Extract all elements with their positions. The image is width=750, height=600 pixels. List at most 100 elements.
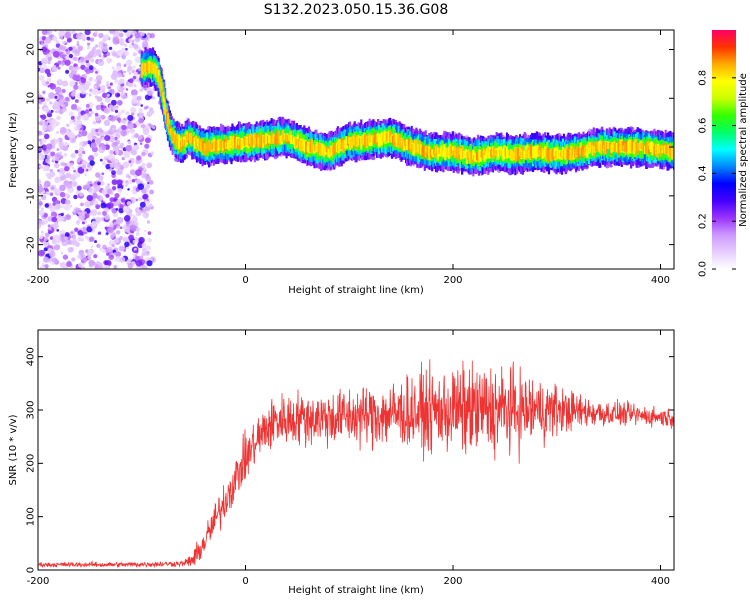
spectrogram-noise-point: [72, 235, 77, 239]
spectrogram-noise-point: [122, 183, 125, 186]
spectrogram-noise-point: [138, 117, 144, 124]
spectrogram-noise-point: [120, 129, 128, 137]
spectrogram-noise-point: [127, 140, 132, 145]
spectrogram-noise-point: [81, 164, 87, 170]
spectrogram-noise-point: [126, 129, 130, 133]
spectrogram-noise-point: [127, 114, 134, 121]
spectrogram-noise-point: [71, 166, 75, 170]
spectrogram-noise-point: [116, 117, 122, 122]
spectrogram-noise-point: [66, 123, 70, 128]
spectrogram-noise-point: [78, 153, 83, 158]
spectrogram-noise-point: [150, 151, 155, 156]
spectrogram-noise-point: [70, 31, 74, 35]
spectrogram-ridge-cell: [168, 124, 171, 132]
spectrogram-noise-point: [117, 187, 123, 193]
spectrogram-noise-point: [110, 73, 118, 80]
spectrogram-noise-point: [118, 32, 124, 38]
spectrogram-noise-point: [45, 158, 51, 164]
spectrogram-noise-point: [146, 220, 151, 224]
spectrogram-noise-point: [132, 65, 136, 69]
spectrogram-noise-point: [63, 203, 71, 211]
spectrogram-noise-point: [71, 180, 78, 188]
spectrogram-noise-point: [118, 207, 125, 214]
spectrogram-noise-point: [66, 37, 72, 43]
spectrogram-noise-point: [77, 262, 84, 268]
spectrogram-noise-point: [53, 102, 61, 109]
spectrogram-noise-point: [73, 56, 78, 62]
spectrogram-noise-point: [65, 97, 70, 102]
spectrogram-noise-point: [77, 156, 83, 162]
spectrogram-noise-point: [77, 124, 82, 129]
spectrogram-noise-point: [84, 109, 90, 114]
spectrogram-noise-point: [59, 91, 63, 96]
spectrogram-noise-point: [56, 115, 61, 121]
spectrogram-noise-point: [121, 54, 126, 60]
spectrogram-noise-point: [60, 57, 63, 61]
spectrogram-noise-point: [141, 123, 146, 129]
spectrogram-ridge-cell: [310, 139, 313, 154]
spectrogram-noise-point: [128, 38, 133, 43]
spectrogram-noise-point: [109, 168, 113, 172]
spectrogram-noise-point: [107, 183, 110, 186]
spectrogram-noise-point: [125, 184, 128, 188]
spectrogram-noise-point: [139, 255, 144, 260]
spectrogram-noise-point: [143, 169, 147, 173]
spectrogram-noise-point: [119, 256, 126, 263]
spectrogram-noise-point: [146, 260, 153, 267]
spectrogram-noise-point: [79, 192, 84, 197]
spectrogram-noise-point: [56, 130, 60, 134]
spectrogram-noise-point: [82, 257, 88, 263]
spectrogram-noise-point: [41, 165, 48, 172]
spectrogram-noise-point: [65, 56, 69, 60]
spectrogram-noise-point: [148, 180, 154, 185]
spectrogram-noise-point: [141, 247, 147, 253]
spectrogram-noise-point: [88, 65, 94, 71]
spectrogram-noise-point: [114, 256, 122, 263]
spectrogram-noise-point: [43, 65, 48, 69]
spectrogram-noise-point: [129, 164, 133, 168]
spectrogram-noise-point: [87, 249, 92, 253]
spectrogram-noise-point: [131, 100, 135, 104]
spectrogram-noise-point: [115, 251, 122, 258]
spectrogram-noise-point: [94, 240, 98, 244]
spectrogram-noise-point: [118, 245, 125, 252]
spectrogram-noise-point: [85, 103, 90, 108]
spectrogram-noise-point: [130, 89, 138, 97]
spectrogram-noise-point: [64, 236, 69, 241]
spectrogram-noise-point: [64, 141, 69, 147]
spectrogram-noise-point: [44, 68, 51, 75]
spectrogram-noise-point: [93, 67, 97, 70]
spectrogram-noise-point: [86, 36, 91, 41]
spectrogram-noise-point: [40, 114, 47, 120]
spectrogram-noise-point: [134, 178, 138, 181]
spectrogram-noise-point: [42, 90, 46, 94]
spectrogram-noise-point: [87, 187, 95, 195]
spectrogram-noise-point: [80, 33, 87, 40]
spectrogram-noise-point: [60, 212, 64, 217]
spectrogram-noise-point: [76, 43, 80, 47]
spectrogram-noise-point: [88, 108, 92, 112]
spectrogram-noise-point: [55, 40, 60, 44]
spectrogram-noise-point: [43, 256, 50, 263]
spectrogram-noise-point: [92, 135, 97, 140]
spectrogram-noise-point: [59, 172, 63, 177]
spectrogram-noise-point: [123, 150, 130, 158]
spectrogram-noise-point: [41, 46, 48, 53]
spectrogram-noise-point: [38, 201, 43, 206]
spectrogram-noise-point: [138, 114, 143, 119]
spectrogram-noise-point: [119, 204, 124, 209]
spectrogram-noise-point: [108, 104, 113, 109]
spectrogram-noise-point: [41, 80, 48, 86]
spectrogram-noise-point: [147, 238, 152, 243]
spectrogram-noise-point: [93, 79, 97, 83]
spectrogram-noise-point: [84, 30, 91, 36]
spectrogram-noise-point: [43, 102, 47, 106]
spectrogram-noise-point: [62, 107, 67, 113]
spectrogram-noise-point: [38, 178, 42, 185]
spectrogram-noise-point: [103, 119, 111, 127]
spectrogram-noise-point: [75, 49, 80, 54]
spectrogram-noise-point: [44, 36, 52, 44]
spectrogram-noise-point: [57, 60, 62, 65]
spectrogram-noise-point: [123, 64, 127, 67]
spectrogram-noise-point: [93, 83, 100, 90]
